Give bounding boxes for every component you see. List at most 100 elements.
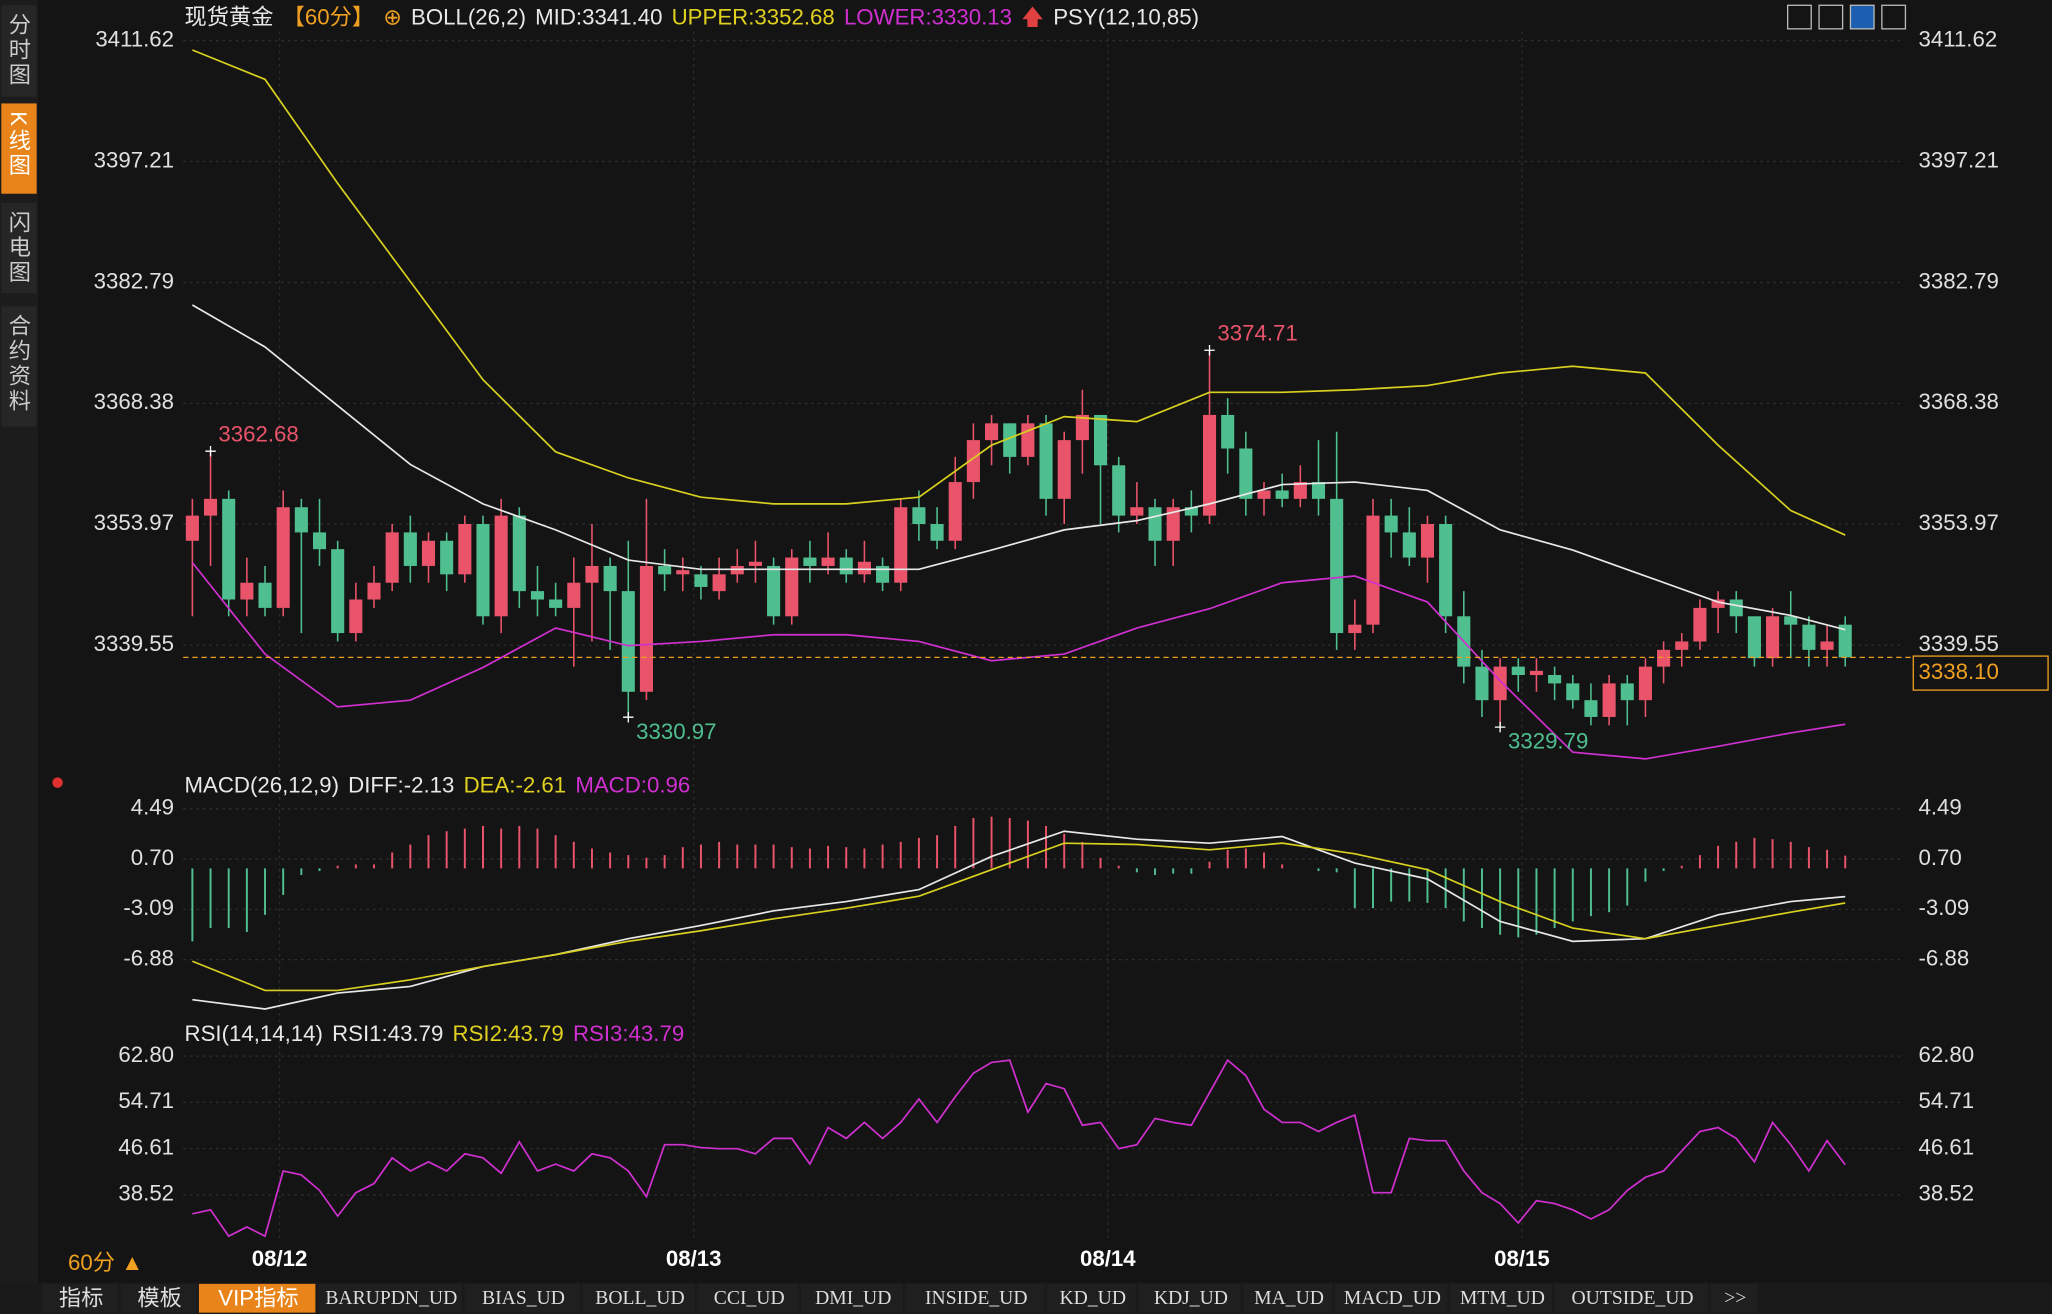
indicator-line xyxy=(192,49,1846,536)
candle-body xyxy=(240,582,254,600)
y-tick-label: -3.09 xyxy=(123,895,174,920)
header-item: MACD:0.96 xyxy=(575,772,690,797)
panel-header: 现货黄金 【60分】 ⊕ BOLL(26,2) MID:3341.40 UPPER:335… xyxy=(185,4,1200,29)
bottom-tab-label[interactable]: BOLL_UD xyxy=(595,1288,684,1309)
candle-body xyxy=(1784,616,1798,625)
sidebar-tab-label[interactable]: K线图 xyxy=(6,111,31,178)
icon[interactable] xyxy=(1786,4,1812,30)
bottom-tab[interactable] xyxy=(120,1283,197,1313)
candle-body xyxy=(1511,666,1525,676)
bottom-tab[interactable] xyxy=(697,1283,799,1313)
bottom-tab[interactable] xyxy=(318,1283,462,1313)
bottom-tab-label[interactable]: 指标 xyxy=(59,1285,103,1310)
bottom-tab[interactable] xyxy=(198,1283,316,1313)
bottom-tab[interactable] xyxy=(1046,1283,1136,1313)
sidebar-tab[interactable] xyxy=(1,103,37,194)
header-item: ⊕ xyxy=(383,4,402,29)
candle-body xyxy=(1602,683,1616,717)
y-tick-label-right: 3382.79 xyxy=(1919,268,1999,293)
candle-body xyxy=(1620,683,1634,701)
bottom-tab-label[interactable]: MTM_UD xyxy=(1460,1288,1545,1309)
candle-body xyxy=(1384,515,1398,533)
candle-body xyxy=(1348,624,1362,634)
bottom-tab[interactable] xyxy=(1138,1283,1241,1313)
y-tick-label-right: -3.09 xyxy=(1919,895,1970,920)
candle-body xyxy=(1275,490,1289,499)
icon[interactable] xyxy=(1881,4,1907,30)
bottom-tab[interactable] xyxy=(41,1283,118,1313)
bottom-tab[interactable] xyxy=(800,1283,903,1313)
indicator-line xyxy=(192,842,1846,992)
candle-body xyxy=(658,565,672,575)
bottom-tab[interactable] xyxy=(464,1283,580,1313)
header-item: 现货黄金 xyxy=(185,4,274,29)
candle-body xyxy=(1075,414,1089,441)
bottom-tab-label[interactable]: MA_UD xyxy=(1254,1288,1324,1309)
sidebar-tab-label[interactable]: 合约资料 xyxy=(6,314,31,414)
y-tick-label-right: 38.52 xyxy=(1919,1181,1975,1206)
last-price-box xyxy=(1912,655,2049,691)
period-label[interactable]: 60分 ▲ xyxy=(68,1250,143,1275)
icon[interactable] xyxy=(1849,4,1875,30)
bottom-tab-label[interactable]: BARUPDN_UD xyxy=(325,1288,457,1309)
candle-body xyxy=(803,557,817,566)
header-item: RSI1:43.79 xyxy=(332,1021,443,1046)
sidebar-tab[interactable] xyxy=(1,5,37,97)
candle-body xyxy=(1039,423,1053,499)
extreme-marker xyxy=(1494,721,1506,733)
sidebar-tab-label[interactable]: 分时图 xyxy=(6,13,31,88)
bottom-tab-label[interactable]: CCI_UD xyxy=(714,1288,785,1309)
y-tick-label-right: 0.70 xyxy=(1919,845,1962,870)
candle-body xyxy=(1202,414,1217,516)
sidebar-tab[interactable] xyxy=(1,202,37,294)
candle-body xyxy=(1311,482,1326,499)
candle-body xyxy=(694,574,708,587)
indicator-line xyxy=(192,830,1846,1010)
sidebar-tab[interactable] xyxy=(1,306,37,427)
extreme-label: 3374.71 xyxy=(1217,320,1297,345)
candle-body xyxy=(767,565,781,617)
candle-body xyxy=(258,582,272,608)
bottom-tab-label[interactable]: MACD_UD xyxy=(1344,1288,1441,1309)
bottom-tab[interactable] xyxy=(1334,1283,1448,1313)
candle-body xyxy=(1330,498,1344,634)
candle-body xyxy=(1729,599,1743,617)
indicator-line xyxy=(192,1058,1846,1238)
icon[interactable] xyxy=(1818,4,1844,30)
candle-body xyxy=(1093,414,1108,466)
bottom-tab[interactable] xyxy=(582,1283,695,1313)
candle-body xyxy=(712,574,726,592)
header-item: MID:3341.40 xyxy=(535,4,662,29)
bottom-tab[interactable] xyxy=(1450,1283,1553,1313)
bottom-tab[interactable] xyxy=(905,1283,1045,1313)
bottom-tab-label[interactable]: OUTSIDE_UD xyxy=(1572,1288,1694,1309)
candle-body xyxy=(839,557,853,575)
bottom-tab-label[interactable]: 模板 xyxy=(137,1285,181,1310)
bottom-tab-label[interactable]: >> xyxy=(1724,1288,1746,1309)
header-item: LOWER:3330.13 xyxy=(844,4,1012,29)
candle-body xyxy=(1057,440,1071,499)
y-tick-label: 3411.62 xyxy=(95,26,174,51)
candle-body xyxy=(857,561,871,575)
x-tick-label: 08/14 xyxy=(1080,1246,1136,1271)
bottom-tab-label[interactable]: INSIDE_UD xyxy=(925,1288,1027,1309)
y-tick-label-right: 3368.38 xyxy=(1919,389,1999,414)
sidebar-tab-label[interactable]: 闪电图 xyxy=(6,210,31,285)
candle-body xyxy=(748,561,762,566)
candle-body xyxy=(1148,507,1162,541)
bottom-tab-label[interactable]: KD_UD xyxy=(1059,1288,1126,1309)
bottom-tab[interactable] xyxy=(1243,1283,1333,1313)
bottom-tab-label[interactable]: VIP指标 xyxy=(218,1285,298,1310)
extreme-marker xyxy=(205,445,216,457)
bottom-tab-label[interactable]: DMI_UD xyxy=(815,1288,891,1309)
candle-body xyxy=(222,498,236,600)
bottom-tab[interactable] xyxy=(1710,1283,1758,1313)
y-tick-label-right: 46.61 xyxy=(1919,1135,1975,1160)
bottom-tab[interactable] xyxy=(1554,1283,1708,1313)
candle-body xyxy=(1130,507,1144,516)
bottom-tab-label[interactable]: BIAS_UD xyxy=(482,1288,565,1309)
bottom-tab-label[interactable]: KDJ_UD xyxy=(1154,1288,1228,1309)
candle-body xyxy=(1548,675,1562,684)
candle-body xyxy=(676,570,690,575)
